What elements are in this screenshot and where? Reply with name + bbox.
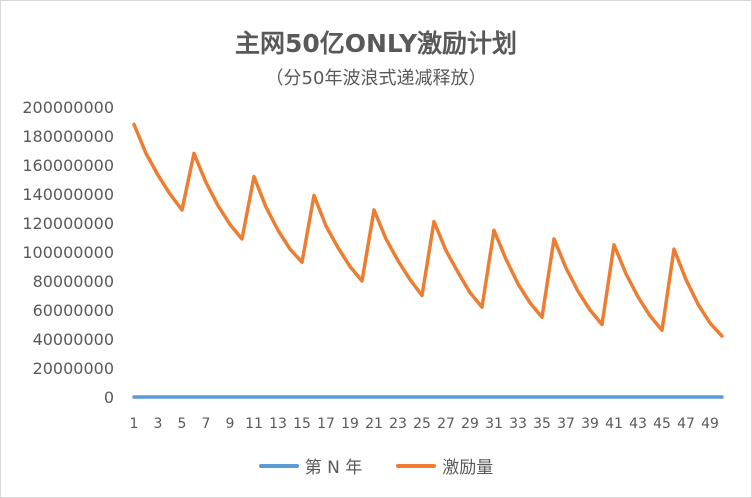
chart-subtitle: （分50年波浪式递减释放）	[265, 68, 487, 89]
x-tick-label: 17	[317, 416, 335, 432]
y-tick-label: 120000000	[22, 214, 114, 233]
y-tick-label: 40000000	[33, 330, 114, 349]
y-tick-label: 180000000	[22, 127, 114, 146]
y-tick-label: 100000000	[22, 243, 114, 262]
chart-title: 主网50亿ONLY激励计划	[234, 29, 518, 58]
x-tick-label: 45	[653, 416, 671, 432]
y-tick-label: 60000000	[33, 301, 114, 320]
legend-swatch-series-0	[258, 463, 299, 468]
y-tick-label: 20000000	[33, 359, 114, 378]
legend-swatch-series-1	[396, 463, 437, 468]
x-tick-label: 35	[533, 416, 551, 432]
x-tick-label: 43	[629, 416, 647, 432]
x-tick-label: 39	[581, 416, 599, 432]
x-tick-label: 41	[605, 416, 623, 432]
legend-item-series-0: 第 N 年	[258, 453, 363, 478]
legend-label-series-1: 激励量	[442, 458, 494, 478]
x-tick-label: 27	[437, 416, 455, 432]
x-tick-label: 37	[557, 416, 575, 432]
series-line-1	[132, 122, 724, 338]
y-tick-label: 80000000	[33, 272, 114, 291]
x-tick-label: 29	[461, 416, 479, 432]
y-tick-label: 140000000	[22, 185, 114, 204]
x-tick-label: 21	[365, 416, 383, 432]
legend-label-series-0: 第 N 年	[304, 458, 363, 478]
x-tick-label: 33	[509, 416, 527, 432]
legend: 第 N 年 激励量	[0, 453, 752, 478]
legend-item-series-1: 激励量	[396, 453, 493, 478]
x-tick-label: 5	[178, 416, 187, 432]
x-tick-label: 15	[293, 416, 311, 432]
x-tick-label: 13	[269, 416, 287, 432]
y-tick-label: 0	[104, 388, 114, 407]
y-tick-label: 200000000	[22, 98, 114, 117]
x-tick-label: 9	[226, 416, 235, 432]
x-tick-label: 47	[677, 416, 695, 432]
x-tick-label: 25	[413, 416, 431, 432]
x-tick-label: 1	[130, 416, 139, 432]
x-tick-label: 31	[485, 416, 503, 432]
x-tick-label: 19	[341, 416, 359, 432]
x-tick-label: 23	[389, 416, 407, 432]
x-tick-label: 7	[202, 416, 211, 432]
x-tick-label: 49	[701, 416, 719, 432]
x-tick-label: 3	[154, 416, 163, 432]
y-tick-label: 160000000	[22, 156, 114, 175]
x-tick-label: 11	[245, 416, 263, 432]
